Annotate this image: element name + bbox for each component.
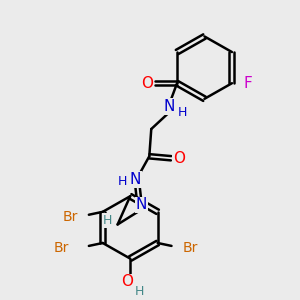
Text: O: O [173, 151, 185, 166]
Text: H: H [118, 175, 127, 188]
Text: N: N [136, 197, 147, 212]
Text: N: N [164, 99, 175, 114]
Text: Br: Br [53, 241, 69, 255]
Text: H: H [103, 214, 112, 227]
Text: Br: Br [62, 210, 78, 224]
Text: H: H [134, 285, 144, 298]
Text: O: O [121, 274, 133, 290]
Text: F: F [243, 76, 252, 91]
Text: N: N [130, 172, 141, 187]
Text: Br: Br [183, 241, 198, 255]
Text: O: O [141, 76, 153, 91]
Text: H: H [177, 106, 187, 119]
